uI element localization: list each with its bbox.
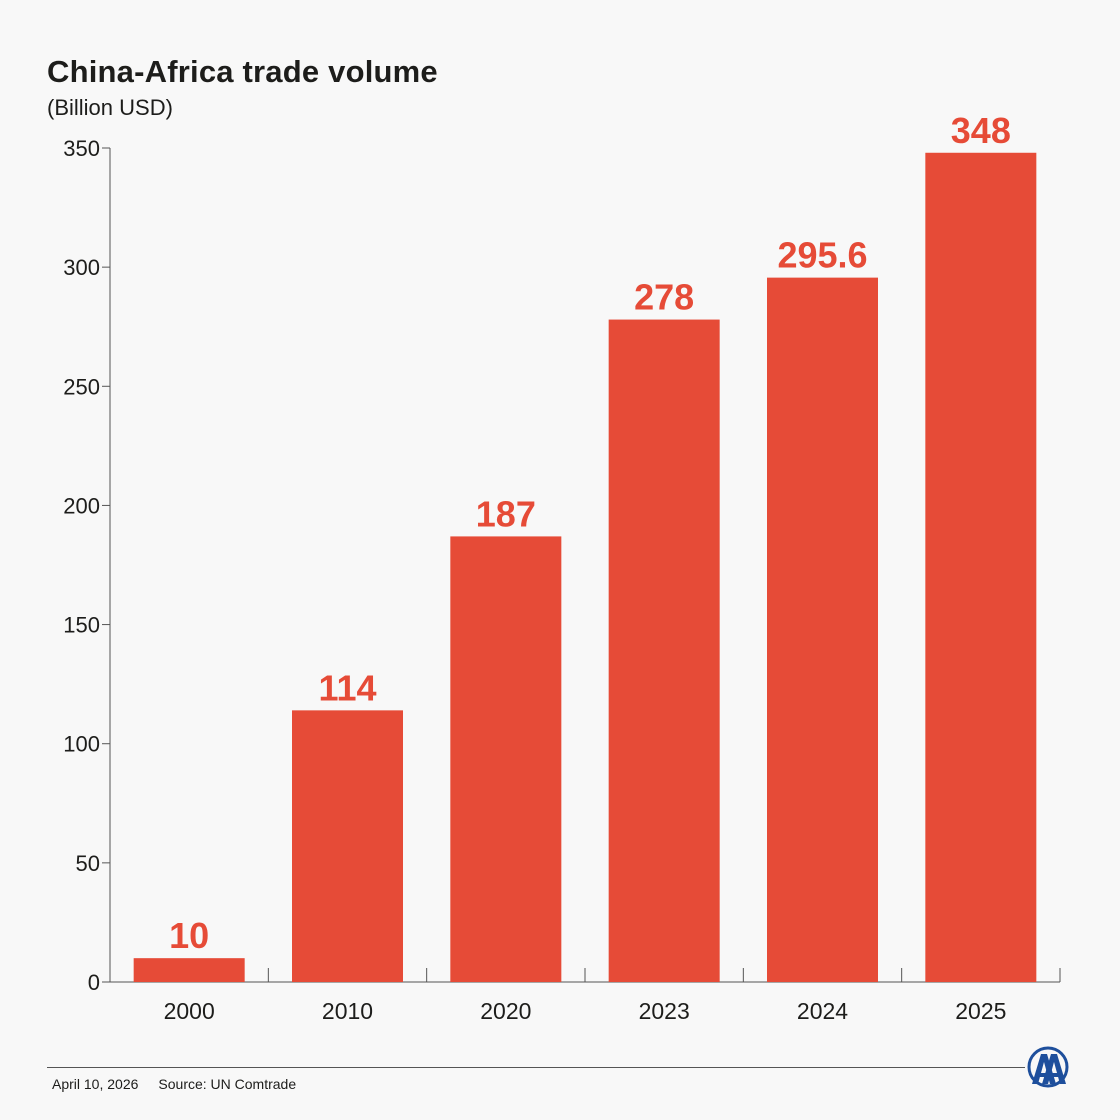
footer-date: April 10, 2026 <box>52 1076 139 1092</box>
data-label-2020: 187 <box>476 493 536 534</box>
bar-2000 <box>133 958 245 982</box>
x-tick-label: 2025 <box>955 998 1006 1024</box>
chart-axes: 0 50 100 150 200 250 300 350 2000 2010 2020 2023 202… <box>63 136 1061 1024</box>
bar-2023 <box>608 319 720 983</box>
x-tick-label: 2020 <box>480 998 531 1024</box>
y-tick-label: 300 <box>63 255 100 280</box>
y-tick-label: 0 <box>88 970 100 995</box>
footer-source: Source: UN Comtrade <box>158 1076 297 1092</box>
bar-2010 <box>292 710 403 982</box>
data-label-2000: 10 <box>169 915 209 956</box>
y-tick-label: 200 <box>63 493 100 518</box>
aa-logo-icon <box>1027 1046 1069 1088</box>
footer: April 10, 2026 Source: UN Comtrade <box>52 1076 296 1092</box>
chart-data-labels: 10 114 187 278 295.6 348 <box>169 110 1011 956</box>
bar-2025 <box>925 152 1037 982</box>
bar-chart: 0 50 100 150 200 250 300 350 2000 2010 2020 2023 202… <box>63 110 1061 1024</box>
y-tick-label: 150 <box>63 613 100 638</box>
bar-2020 <box>450 536 562 982</box>
x-tick-label: 2010 <box>322 998 373 1024</box>
y-tick-label: 50 <box>76 851 100 876</box>
x-tick-label: 2000 <box>164 998 215 1024</box>
data-label-2010: 114 <box>318 667 376 708</box>
data-label-2025: 348 <box>951 110 1011 151</box>
x-tick-label: 2023 <box>639 998 690 1024</box>
y-tick-label: 100 <box>63 732 100 757</box>
footer-divider <box>47 1067 1025 1068</box>
chart-subtitle: (Billion USD) <box>47 95 173 120</box>
chart-title: China-Africa trade volume <box>47 54 438 89</box>
y-tick-label: 350 <box>63 136 100 161</box>
chart-bars <box>133 152 1037 983</box>
data-label-2023: 278 <box>634 277 694 318</box>
x-tick-label: 2024 <box>797 998 848 1024</box>
data-label-2024: 295.6 <box>777 235 867 276</box>
bar-2024 <box>767 277 878 982</box>
y-tick-label: 250 <box>63 374 100 399</box>
